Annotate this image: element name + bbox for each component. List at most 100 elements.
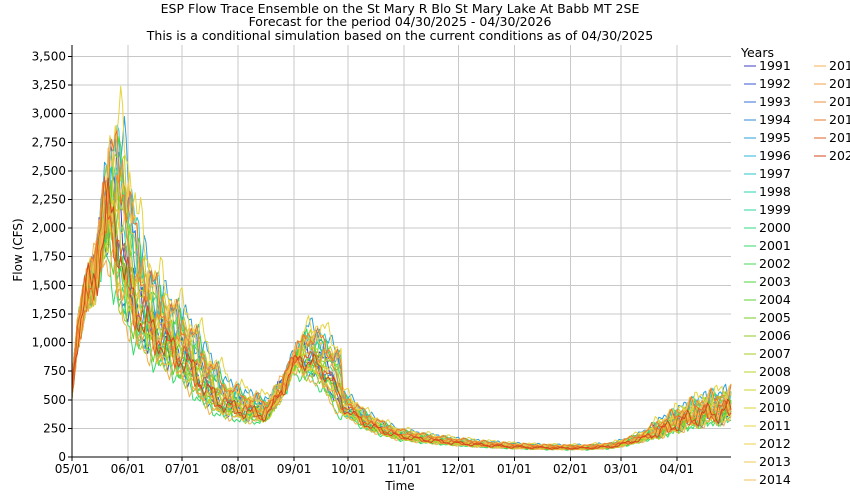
legend-item-2006[interactable]: 2006 [744, 328, 791, 343]
x-tick-label: 01/01 [497, 462, 532, 476]
x-tick-label: 04/01 [660, 462, 695, 476]
legend-item-2019[interactable]: 2019 [814, 130, 850, 145]
legend-label: 1996 [759, 148, 791, 163]
legend-item-2015[interactable]: 2015 [814, 58, 850, 73]
legend-label: 2011 [759, 418, 791, 433]
series-line-2020 [71, 177, 732, 450]
legend-item-1996[interactable]: 1996 [744, 148, 791, 163]
legend-item-1999[interactable]: 1999 [744, 202, 791, 217]
legend-item-1991[interactable]: 1991 [744, 58, 791, 73]
legend-item-2011[interactable]: 2011 [744, 418, 791, 433]
series-line-1995 [71, 116, 732, 448]
x-tick-label: 10/01 [331, 462, 366, 476]
x-tick-label: 06/01 [111, 462, 146, 476]
y-axis-label: Flow (CFS) [11, 218, 25, 281]
legend-label: 2017 [829, 94, 850, 109]
legend: 1991 1992 1993 1994 1995 1996 1997 1998 1999 2000… [744, 58, 850, 487]
legend-label: 2006 [759, 328, 791, 343]
legend-label: 1991 [759, 58, 791, 73]
y-tick-label: 1,000 [32, 336, 66, 350]
legend-item-2004[interactable]: 2004 [744, 292, 791, 307]
x-tick-label: 11/01 [387, 462, 422, 476]
x-tick-labels: 05/01 06/01 07/01 08/01 09/01 10/01 11/01 12/01… [55, 457, 694, 476]
legend-label: 2019 [829, 130, 850, 145]
legend-label: 2003 [759, 274, 791, 289]
legend-label: 1994 [759, 112, 791, 127]
legend-label: 2012 [759, 436, 791, 451]
axes [71, 45, 731, 458]
legend-item-1995[interactable]: 1995 [744, 130, 791, 145]
legend-label: 2010 [759, 400, 791, 415]
legend-label: 2000 [759, 220, 791, 235]
legend-label: 2009 [759, 382, 791, 397]
legend-item-2007[interactable]: 2007 [744, 346, 791, 361]
y-tick-label: 500 [43, 393, 66, 407]
x-tick-label: 02/01 [553, 462, 588, 476]
legend-item-2008[interactable]: 2008 [744, 364, 791, 379]
legend-label: 2014 [759, 472, 791, 487]
legend-label: 2018 [829, 112, 850, 127]
legend-item-2012[interactable]: 2012 [744, 436, 791, 451]
legend-label: 1992 [759, 76, 791, 91]
legend-label: 1997 [759, 166, 791, 181]
legend-label: 2015 [829, 58, 850, 73]
legend-title: Years [740, 45, 774, 60]
legend-label: 2001 [759, 238, 791, 253]
legend-label: 2002 [759, 256, 791, 271]
legend-item-2016[interactable]: 2016 [814, 76, 850, 91]
legend-label: 1995 [759, 130, 791, 145]
legend-item-2002[interactable]: 2002 [744, 256, 791, 271]
legend-item-2005[interactable]: 2005 [744, 310, 791, 325]
x-tick-label: 09/01 [277, 462, 312, 476]
legend-item-1994[interactable]: 1994 [744, 112, 791, 127]
legend-item-2009[interactable]: 2009 [744, 382, 791, 397]
legend-item-2000[interactable]: 2000 [744, 220, 791, 235]
legend-item-2018[interactable]: 2018 [814, 112, 850, 127]
legend-label: 2004 [759, 292, 791, 307]
series-line-1993 [71, 136, 732, 448]
series-lines [71, 85, 732, 451]
y-tick-label: 3,250 [32, 78, 66, 92]
y-tick-label: 3,500 [32, 49, 66, 63]
y-tick-label: 2,500 [32, 164, 66, 178]
x-axis-label: Time [384, 479, 414, 493]
series-line-2014 [71, 147, 732, 449]
legend-item-1997[interactable]: 1997 [744, 166, 791, 181]
y-tick-label: 2,250 [32, 193, 66, 207]
legend-item-2014[interactable]: 2014 [744, 472, 791, 487]
legend-item-1993[interactable]: 1993 [744, 94, 791, 109]
chart-title-line-2: Forecast for the period 04/30/2025 - 04/… [249, 14, 552, 29]
chart-title-line-1: ESP Flow Trace Ensemble on the St Mary R… [161, 1, 640, 16]
chart-title-line-3: This is a conditional simulation based o… [146, 28, 653, 43]
x-tick-label: 05/01 [55, 462, 90, 476]
y-tick-label: 2,750 [32, 135, 66, 149]
x-tick-label: 07/01 [165, 462, 200, 476]
legend-label: 2016 [829, 76, 850, 91]
legend-item-2013[interactable]: 2013 [744, 454, 791, 469]
y-tick-label: 750 [43, 364, 66, 378]
y-tick-label: 1,250 [32, 307, 66, 321]
x-tick-label: 08/01 [221, 462, 256, 476]
series-line-2011 [71, 85, 732, 448]
legend-item-2001[interactable]: 2001 [744, 238, 791, 253]
y-tick-label: 0 [58, 450, 66, 464]
grid-lines [71, 45, 731, 458]
y-tick-label: 1,750 [32, 250, 66, 264]
legend-label: 2008 [759, 364, 791, 379]
legend-item-1992[interactable]: 1992 [744, 76, 791, 91]
legend-label: 2020 [829, 148, 850, 163]
x-tick-label: 03/01 [604, 462, 639, 476]
legend-item-1998[interactable]: 1998 [744, 184, 791, 199]
legend-item-2003[interactable]: 2003 [744, 274, 791, 289]
y-tick-labels: 0 250 500 750 1,000 1,250 1,500 1,750 2,000 2,250… [32, 49, 72, 464]
y-tick-label: 3,000 [32, 107, 66, 121]
legend-label: 1993 [759, 94, 791, 109]
legend-item-2010[interactable]: 2010 [744, 400, 791, 415]
legend-label: 2007 [759, 346, 791, 361]
legend-item-2020[interactable]: 2020 [814, 148, 850, 163]
y-tick-label: 2,000 [32, 221, 66, 235]
legend-label: 1999 [759, 202, 791, 217]
legend-item-2017[interactable]: 2017 [814, 94, 850, 109]
series-line-2012 [71, 125, 732, 448]
